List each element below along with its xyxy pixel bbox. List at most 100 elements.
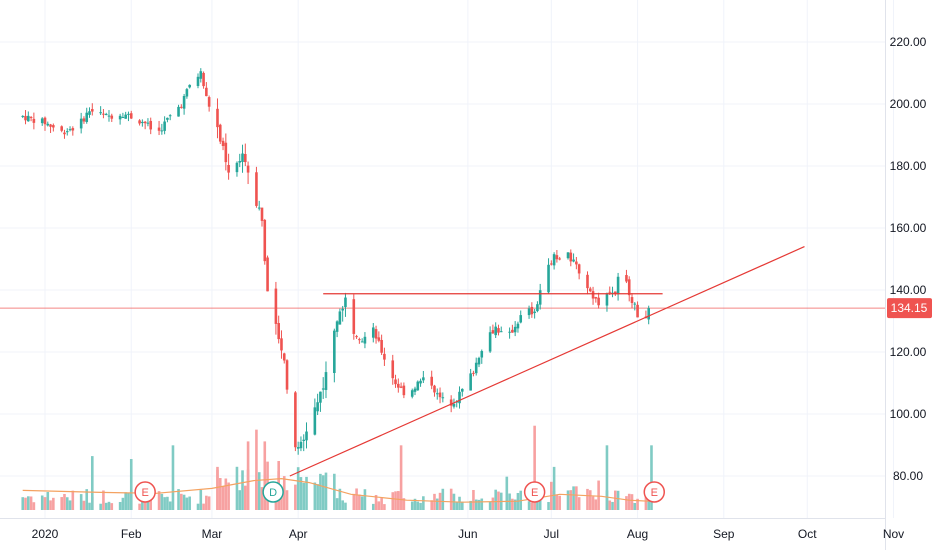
volume-bar [102,490,105,510]
candle-body [449,399,453,406]
candle-body [205,87,208,97]
candle-body [218,124,222,142]
volume-bar [241,470,244,510]
volume-bar [511,498,514,510]
candle-body [221,140,225,146]
candle-body [216,108,219,128]
candle-body [335,321,339,332]
volume-bar [566,490,570,510]
volume-bar [594,499,598,510]
volume-bar [344,502,347,510]
event-marker[interactable]: E [134,481,156,503]
volume-bar [616,490,620,510]
candle-body [180,106,183,108]
volume-bar [157,491,161,510]
candle-body [572,259,575,262]
candle-body [410,390,414,397]
candle-body [202,72,205,87]
candle-body [399,386,403,388]
volume-bar [168,501,172,510]
event-marker[interactable]: D [262,481,284,503]
volume-bar [296,467,300,510]
volume-bar [199,490,203,510]
volume-bar [530,502,534,510]
volume-bar [257,472,261,510]
candle-body [282,353,286,361]
candle-body [138,120,141,124]
candle-body [160,130,164,132]
candle-body [394,379,397,385]
event-marker-circle [262,481,284,503]
candle-body [433,385,436,393]
candle-body [630,297,634,303]
candle-body [141,121,144,124]
candle-body [85,112,89,122]
candle-body [82,118,86,122]
candle-body [305,431,308,441]
price-tick-label: 120.00 [890,345,927,359]
candle-body [224,142,228,163]
volume-bar [205,495,208,510]
volume-bar [104,502,108,510]
candle-body [566,252,570,259]
candle-body [294,392,297,448]
event-marker[interactable]: E [643,481,666,503]
candle-body [196,76,200,87]
candle-body [533,311,536,314]
time-tick-label: Nov [883,527,904,541]
trend-line[interactable] [289,246,805,477]
candle-body [550,263,553,265]
candle-body [558,258,561,260]
event-marker-circle [523,481,546,503]
candle-body [185,89,189,97]
candle-body [594,297,598,299]
candle-body [32,118,36,123]
price-tick-label: 180.00 [890,159,927,173]
volume-spike [255,429,258,510]
time-tick-label: Feb [121,527,142,541]
candle-body [435,393,439,395]
volume-bar [480,498,484,510]
volume-bar [324,472,328,510]
candle-body [458,391,461,404]
time-tick-label: Mar [202,527,223,541]
candle-body [324,372,328,390]
volume-spike [171,445,175,510]
candle-body [355,336,358,338]
volume-bar [355,488,358,510]
candle-body [538,290,542,305]
candle-body [127,113,130,115]
volume-bar [575,486,578,510]
price-tick-label: 160.00 [890,221,927,235]
time-axis[interactable]: 2020 Feb Mar Apr Jun Jul Aug Sep Oct Nov [0,518,904,542]
volume-bar [636,498,639,510]
volume-bar [40,495,44,510]
volume-bar [633,503,637,510]
volume-bar [224,478,228,510]
candle-body [40,118,44,124]
candle-body [480,351,484,358]
volume-bar [472,489,475,510]
volume-bar [449,488,453,510]
event-marker[interactable]: E [523,481,546,503]
candle-body [238,160,242,163]
volume-bar [461,501,464,510]
volume-bar [244,485,247,510]
volume-bar [644,493,648,510]
candle-body [143,121,147,124]
candle-body [441,397,445,399]
volume-bar [316,484,319,510]
volume-bar [182,494,186,510]
volume-bar [527,501,531,510]
volume-bar [238,490,242,510]
volume-bar [299,477,303,510]
volume-spike [650,445,653,510]
price-axis[interactable]: 80.00 100.00 120.00 140.00 160.00 180.00 200.0… [885,0,927,550]
candle-body [110,115,114,119]
candle-body [29,117,33,119]
candle-body [547,264,550,293]
candle-body [199,71,203,79]
